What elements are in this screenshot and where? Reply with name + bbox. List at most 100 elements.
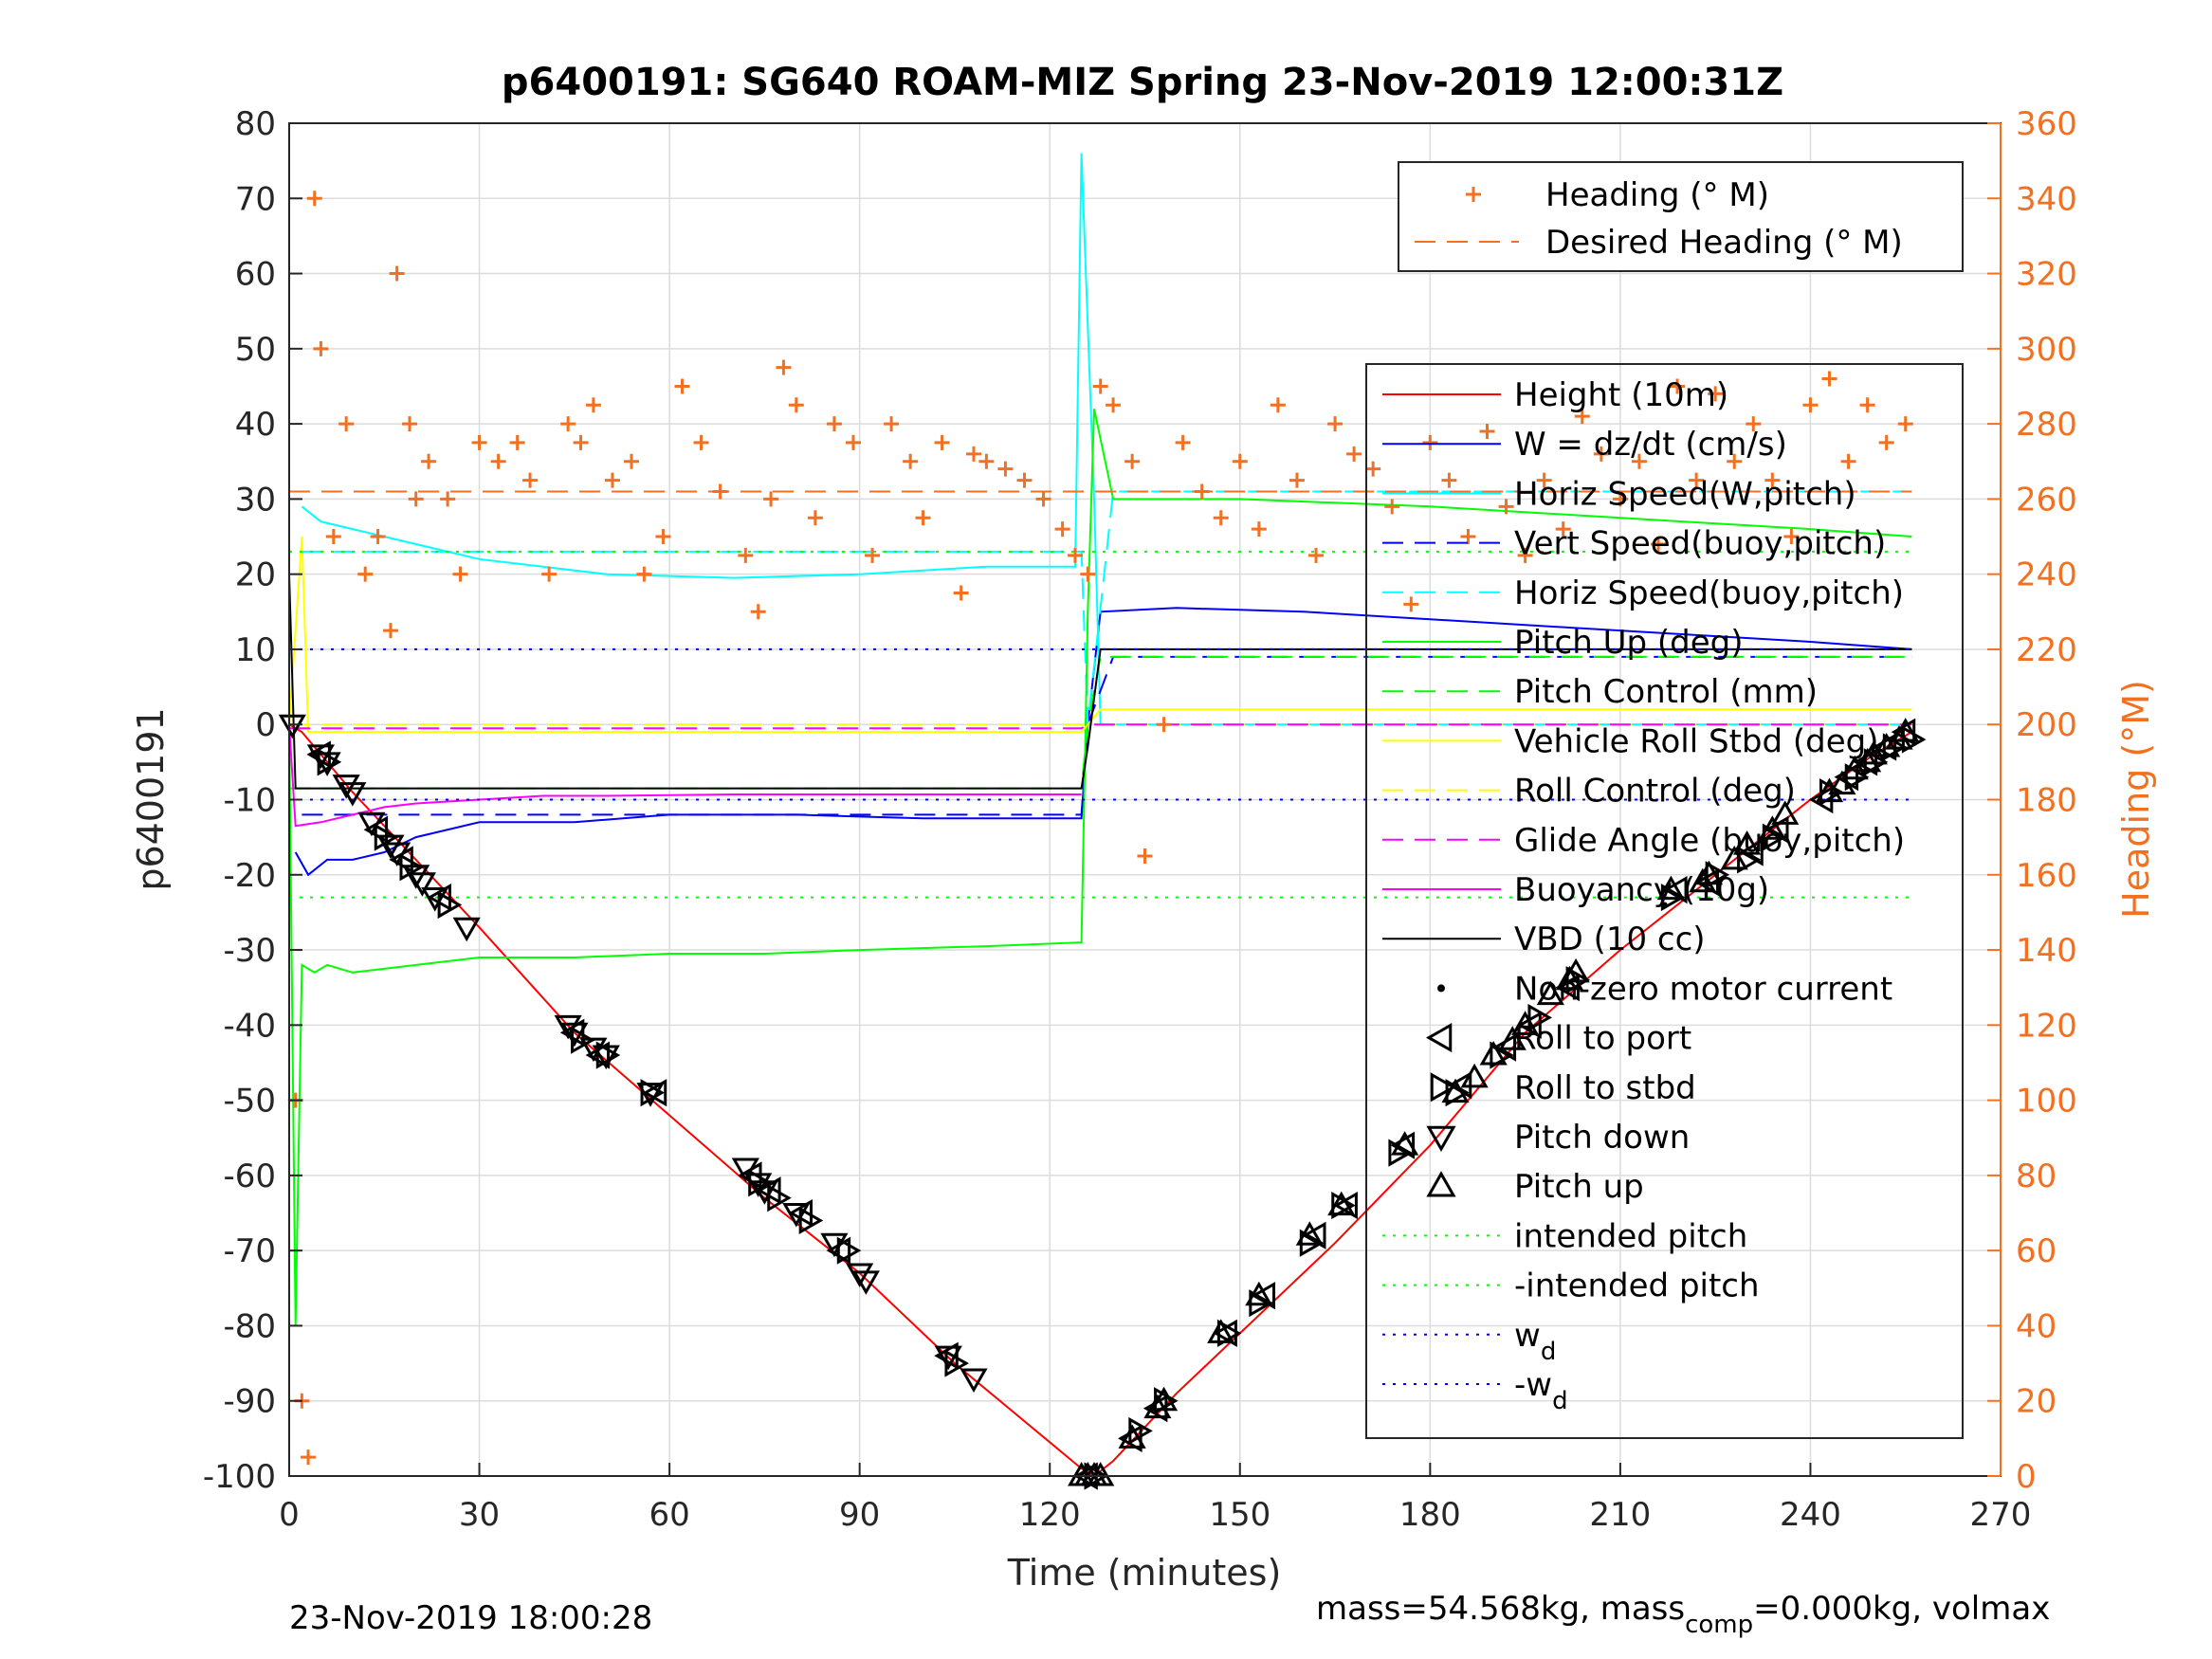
roll-to-port-marker [642,1079,667,1107]
heading-point [1270,397,1286,413]
pitch-down-marker [313,752,341,776]
heading-point [471,434,487,450]
heading-point [655,529,671,545]
series-vehicle-roll-stbd-deg [288,536,1912,734]
y2-tick-label: 260 [2016,481,2077,519]
legend-label: Pitch Control (mm) [1514,673,1818,711]
roll-to-stbd-marker [1490,1041,1514,1069]
legend-label: Roll to stbd [1514,1069,1696,1107]
y2-tick-label: 240 [2016,556,2077,594]
roll-to-stbd-marker [836,1236,862,1265]
y2-axis-label: Heading (°M) [2115,680,2157,919]
y2-tick-label: 220 [2016,631,2077,669]
x-tick-label: 270 [1970,1496,2032,1534]
legend-left-marker [1425,1023,1453,1053]
pitch-up-marker [1771,800,1800,825]
roll-to-port-marker [1301,1221,1326,1249]
heading-point [1878,434,1894,450]
x-tick-label: 240 [1780,1496,1841,1534]
heading-point [1498,499,1514,515]
y2-tick-label: 320 [2016,256,2077,294]
pitch-down-marker [421,887,449,912]
roll-to-stbd-marker [595,1041,621,1069]
heading-point [382,623,398,639]
roll-to-stbd-marker [1388,1139,1413,1167]
heading-point [1232,453,1248,469]
heading-point [1035,491,1051,507]
pitch-up-marker [1815,777,1844,803]
legend-heading-marker [1466,187,1481,202]
pitch-down-marker [851,1270,880,1295]
heading-point [1479,424,1495,440]
pitch-down-marker [332,775,360,799]
heading-point [1067,547,1083,563]
pitch-up-marker [1720,845,1748,870]
heading-point [763,491,779,507]
heading-point [712,483,728,500]
legend-label: Pitch up [1514,1168,1644,1206]
y2-tick-label: 140 [2016,932,2077,970]
heading-point [1346,446,1362,462]
legend-label: Roll Control (deg) [1514,773,1796,811]
x-tick-label: 120 [1019,1496,1081,1534]
heading-point [1727,453,1743,469]
heading-point [313,340,329,356]
pitch-up-marker [1087,1461,1115,1486]
roll-to-stbd-marker [1762,823,1787,851]
pitch-up-marker [1391,1131,1419,1156]
roll-to-stbd-marker [1445,1079,1471,1107]
heading-point [1092,378,1108,394]
x-tick-label: 60 [649,1496,689,1534]
legend-label: Horiz Speed(buoy,pitch) [1514,574,1904,612]
heading-point [1574,409,1590,425]
heading-point [738,547,754,563]
y2-tick-label: 100 [2016,1083,2077,1121]
heading-point [750,604,766,620]
heading-point [306,191,322,207]
roll-to-stbd-marker [1863,748,1889,776]
y-axis-label: p6400191 [130,707,172,890]
roll-to-stbd-marker [1565,966,1591,994]
heading-point [978,453,995,469]
pitch-down-marker [376,834,405,860]
heading-point [440,491,456,507]
heading-point [604,472,620,488]
heading-point [573,434,589,450]
series-pitch-up-deg [288,409,1912,1326]
y-tick-label: -30 [223,932,276,970]
y-tick-label: -70 [223,1232,276,1270]
heading-point [1422,434,1438,450]
roll-to-stbd-marker [944,1349,969,1377]
heading-point [1137,848,1153,864]
y-tick-label: -40 [223,1007,276,1045]
roll-to-port-marker [1333,1192,1358,1220]
heading-point [1631,453,1647,469]
roll-to-stbd-marker [1901,725,1927,754]
heading-point [693,434,709,450]
legend-label: Buoyancy (10g) [1514,871,1769,909]
legend-label: Pitch down [1514,1119,1690,1157]
y-tick-label: 0 [255,706,276,744]
roll-to-stbd-marker [1819,777,1844,807]
heading-point [1289,472,1305,488]
heading-point [865,547,881,563]
series-w-dz-dt-cm-s [294,607,1912,877]
y2-tick-label: 160 [2016,857,2077,895]
roll-to-stbd-marker [1249,1289,1273,1318]
roll-to-stbd-marker [1882,733,1908,761]
pitch-down-marker [960,1368,988,1393]
pitch-down-marker [402,865,430,889]
y2-tick-label: 340 [2016,180,2077,218]
x-tick-label: 150 [1209,1496,1271,1534]
legend-label: -intended pitch [1514,1267,1760,1305]
legend-label: Roll to port [1514,1020,1691,1058]
roll-to-stbd-marker [374,823,399,851]
heading-point [884,416,900,432]
heading-point [357,566,374,582]
roll-to-stbd-marker [1737,846,1762,874]
pitch-down-marker [408,872,436,897]
heading-point [1593,446,1609,462]
y2-tick-label: 120 [2016,1007,2077,1045]
y-tick-label: 20 [235,556,276,594]
heading-point [1441,472,1457,488]
